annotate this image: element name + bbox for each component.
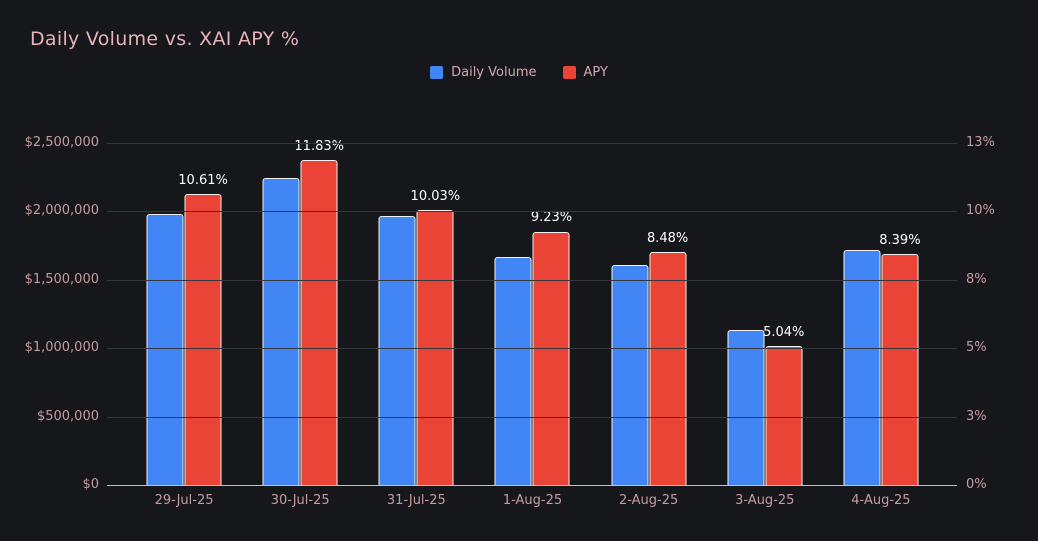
y-axis-left-tick: $1,000,000 [24, 340, 99, 356]
x-axis-line [107, 485, 957, 486]
legend-swatch-icon [562, 66, 576, 79]
y-axis-right-tick: 0% [966, 477, 987, 492]
bar-group-31-jul-25: 10.03% [358, 143, 474, 485]
apy-bar[interactable] [416, 209, 454, 485]
x-axis-tick: 30-Jul-25 [270, 493, 330, 508]
gridline [107, 279, 957, 281]
gridline [107, 143, 957, 144]
apy-data-label: 5.04% [763, 325, 805, 341]
legend-label: Daily Volume [451, 65, 537, 80]
apy-data-label: 11.83% [294, 139, 344, 155]
chart-legend: Daily Volume APY [0, 65, 1038, 80]
y-axis-right-tick: 5% [966, 340, 987, 356]
legend-item-daily-volume[interactable]: Daily Volume [430, 65, 537, 80]
x-axis-labels: 29-Jul-25 30-Jul-25 31-Jul-25 1-Aug-25 2-Aug… [126, 493, 939, 508]
bar-group-29-jul-25: 10.61% [126, 143, 242, 485]
gridline [107, 348, 957, 350]
chart-title: Daily Volume vs. XAI APY % [30, 28, 300, 50]
x-axis-tick: 4-Aug-25 [851, 493, 911, 508]
apy-data-label: 8.39% [879, 233, 921, 249]
gridline [107, 416, 957, 418]
gridline [107, 211, 957, 213]
y-axis-right-tick: 8% [966, 271, 987, 287]
bar-pair [146, 193, 222, 485]
y-axis-left-tick: $2,500,000 [24, 135, 99, 150]
apy-bar[interactable] [765, 346, 803, 485]
bar-pair [611, 252, 687, 485]
y-axis-left-tick: $1,500,000 [24, 271, 99, 287]
apy-bar[interactable] [649, 252, 687, 485]
y-axis-left-tick: $500,000 [36, 408, 99, 424]
bar-group-3-aug-25: 5.04% [707, 143, 823, 485]
y-axis-right-tick: 10% [966, 203, 995, 219]
y-axis-left-tick: $2,000,000 [24, 203, 99, 219]
volume-bar[interactable] [494, 256, 532, 485]
bar-group-1-aug-25: 9.23% [474, 143, 590, 485]
bar-pair [843, 250, 919, 485]
bar-pair [378, 209, 454, 485]
volume-bar[interactable] [146, 213, 184, 485]
apy-data-label: 10.03% [410, 188, 461, 204]
volume-bar[interactable] [843, 250, 881, 485]
x-axis-tick: 3-Aug-25 [735, 493, 795, 508]
x-axis-tick: 29-Jul-25 [154, 493, 214, 508]
bar-pair [727, 330, 803, 485]
x-axis-tick: 1-Aug-25 [502, 493, 563, 508]
plot-area: 10.61% 11.83% 10.03% 9.23% 8.48% 5.04% 8.39% [107, 139, 957, 486]
y-axis-right-tick: 3% [966, 408, 987, 424]
legend-swatch-icon [430, 66, 444, 79]
volume-bar[interactable] [611, 265, 649, 485]
y-axis-left-tick: $0 [82, 477, 99, 492]
legend-label: APY [583, 65, 608, 80]
apy-bar[interactable] [300, 160, 338, 485]
apy-data-label: 8.48% [646, 231, 689, 246]
volume-bar[interactable] [378, 215, 416, 485]
x-axis-tick: 31-Jul-25 [386, 493, 446, 508]
apy-data-label: 10.61% [178, 172, 228, 188]
x-axis-tick: 2-Aug-25 [618, 493, 679, 508]
bar-group-4-aug-25: 8.39% [823, 143, 939, 485]
y-axis-right-tick: 13% [966, 135, 995, 150]
apy-bar[interactable] [881, 254, 919, 485]
bars-row: 10.61% 11.83% 10.03% 9.23% 8.48% 5.04% 8.39% [126, 139, 939, 485]
bar-group-2-aug-25: 8.48% [591, 143, 707, 485]
volume-bar[interactable] [727, 330, 765, 485]
bar-pair [494, 231, 570, 485]
volume-bar[interactable] [262, 178, 300, 485]
bar-group-30-jul-25: 11.83% [242, 139, 358, 485]
apy-data-label: 9.23% [530, 210, 573, 226]
bar-pair [262, 160, 338, 485]
apy-bar[interactable] [184, 193, 222, 485]
apy-bar[interactable] [532, 231, 570, 485]
legend-item-apy[interactable]: APY [562, 65, 608, 80]
